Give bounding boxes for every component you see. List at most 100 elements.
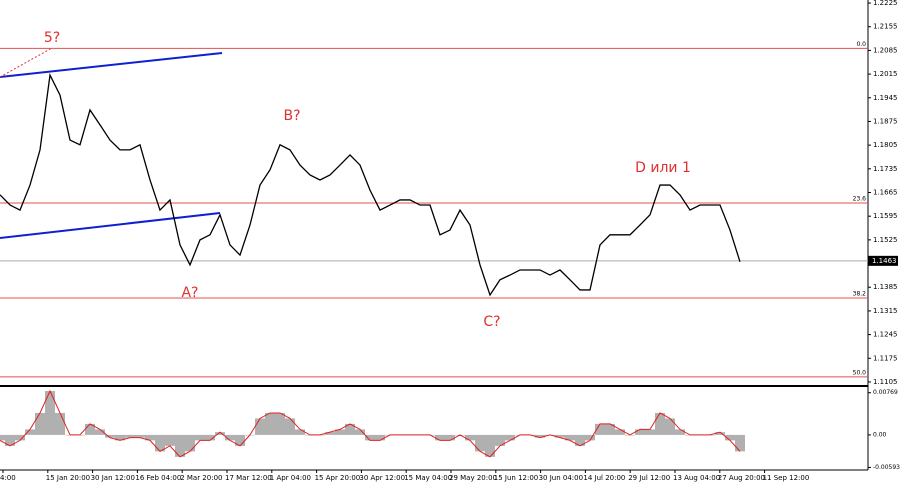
fib-anchor-line xyxy=(0,47,53,78)
osc-bar xyxy=(255,418,265,435)
x-tick-label: 27 Aug 20:00 xyxy=(718,474,765,482)
last-price-box xyxy=(868,255,898,266)
osc-bar xyxy=(725,434,735,441)
osc-bar xyxy=(285,418,295,435)
y-tick-label: 1.1735 xyxy=(873,165,898,173)
osc-bar xyxy=(165,434,175,446)
osc-bar xyxy=(345,423,355,435)
osc-bar xyxy=(85,423,95,435)
osc-bar xyxy=(565,434,575,441)
x-tick-label: 15 Apr 20:00 xyxy=(315,474,361,482)
osc-bar xyxy=(375,434,385,441)
osc-bar xyxy=(615,429,625,435)
y-tick-label: 1.1105 xyxy=(873,378,898,386)
fib-level-label: 50.0 xyxy=(853,369,867,376)
osc-bar xyxy=(365,434,375,441)
y-tick-label: 1.1875 xyxy=(873,117,898,125)
osc-bar xyxy=(585,434,595,441)
osc-bar xyxy=(475,434,485,452)
x-tick-label: 30 Apr 12:00 xyxy=(359,474,405,482)
trendline xyxy=(0,52,223,78)
osc-bar xyxy=(435,434,445,441)
x-tick-label: 30 Jan 12:00 xyxy=(91,474,135,482)
x-tick-label: 2 Mar 20:00 xyxy=(180,474,222,482)
y-tick-label: 1.1525 xyxy=(873,236,898,244)
y-tick-label: 1.2085 xyxy=(873,46,898,54)
y-tick-label: 1.1245 xyxy=(873,331,898,339)
y-tick-label: 1.2015 xyxy=(873,70,898,78)
osc-bar xyxy=(155,434,165,452)
osc-tick-label: 0.00769 xyxy=(873,389,898,396)
y-tick-label: 1.1665 xyxy=(873,189,898,197)
osc-bar xyxy=(605,423,615,435)
y-tick-label: 1.1315 xyxy=(873,307,898,315)
wave-label: D или 1 xyxy=(635,160,691,176)
wave-label: B? xyxy=(283,108,300,124)
osc-bar xyxy=(665,418,675,435)
osc-bar xyxy=(185,434,195,452)
osc-bar xyxy=(105,434,115,438)
x-tick-label: 29 May 20:00 xyxy=(449,474,497,482)
y-tick-label: 1.1805 xyxy=(873,141,898,149)
osc-bar xyxy=(135,434,145,438)
osc-bar xyxy=(555,434,565,438)
osc-bar xyxy=(485,434,495,457)
osc-bar xyxy=(735,434,745,452)
osc-bar xyxy=(325,432,335,435)
x-tick-label: 15 May 04:00 xyxy=(404,474,452,482)
osc-bar xyxy=(125,434,135,438)
y-tick-label: 1.1385 xyxy=(873,283,898,291)
x-tick-label: 17 Mar 12:00 xyxy=(225,474,272,482)
osc-bar xyxy=(655,412,665,435)
osc-bar xyxy=(465,434,475,441)
y-tick-label: 1.2225 xyxy=(873,0,898,7)
wave-label: C? xyxy=(483,314,500,330)
osc-bar xyxy=(505,434,515,441)
y-tick-label: 1.2155 xyxy=(873,23,898,31)
osc-bar xyxy=(445,434,455,441)
osc-bar xyxy=(115,434,125,441)
osc-tick-label: 0.00 xyxy=(873,431,887,438)
fib-level-label: 0.0 xyxy=(856,41,866,48)
osc-bar xyxy=(35,412,45,435)
osc-bar xyxy=(595,423,605,435)
x-tick-label: 1 Apr 04:00 xyxy=(270,474,311,482)
y-tick-label: 1.1945 xyxy=(873,94,898,102)
y-tick-label: 1.1175 xyxy=(873,354,898,362)
x-tick-label: 14 Jul 20:00 xyxy=(583,474,625,482)
osc-bar xyxy=(175,434,185,457)
wave-label: A? xyxy=(181,285,198,301)
osc-signal-line xyxy=(0,389,741,458)
x-tick-label: 29 Jul 12:00 xyxy=(628,474,670,482)
osc-bar xyxy=(95,429,105,435)
osc-bar xyxy=(495,434,505,446)
osc-bar xyxy=(25,429,35,435)
osc-bar xyxy=(215,432,225,435)
osc-bar xyxy=(145,434,155,441)
osc-bar xyxy=(205,434,215,441)
osc-bar xyxy=(15,434,25,441)
x-tick-label: 16 Feb 04:00 xyxy=(135,474,181,482)
osc-bar xyxy=(635,429,645,435)
osc-bar xyxy=(715,432,725,435)
osc-bar xyxy=(275,412,285,435)
osc-bar xyxy=(295,429,305,435)
osc-bar xyxy=(55,412,65,435)
osc-bar xyxy=(675,429,685,435)
x-tick-label: 4:00 xyxy=(0,474,16,482)
x-tick-label: 15 Jan 20:00 xyxy=(46,474,90,482)
last-price-label: 1.1463 xyxy=(872,257,897,265)
osc-bar xyxy=(5,434,15,446)
wave-label: 5? xyxy=(44,30,60,46)
osc-bar xyxy=(335,429,345,435)
osc-bar xyxy=(575,434,585,446)
y-tick-label: 1.1595 xyxy=(873,212,898,220)
fib-level-label: 38.2 xyxy=(853,291,867,298)
fib-level-label: 23.6 xyxy=(853,195,867,202)
osc-bar xyxy=(235,434,245,446)
osc-bar xyxy=(265,412,275,435)
osc-bar xyxy=(0,434,5,441)
osc-bar xyxy=(645,429,655,435)
osc-bar xyxy=(45,391,55,435)
